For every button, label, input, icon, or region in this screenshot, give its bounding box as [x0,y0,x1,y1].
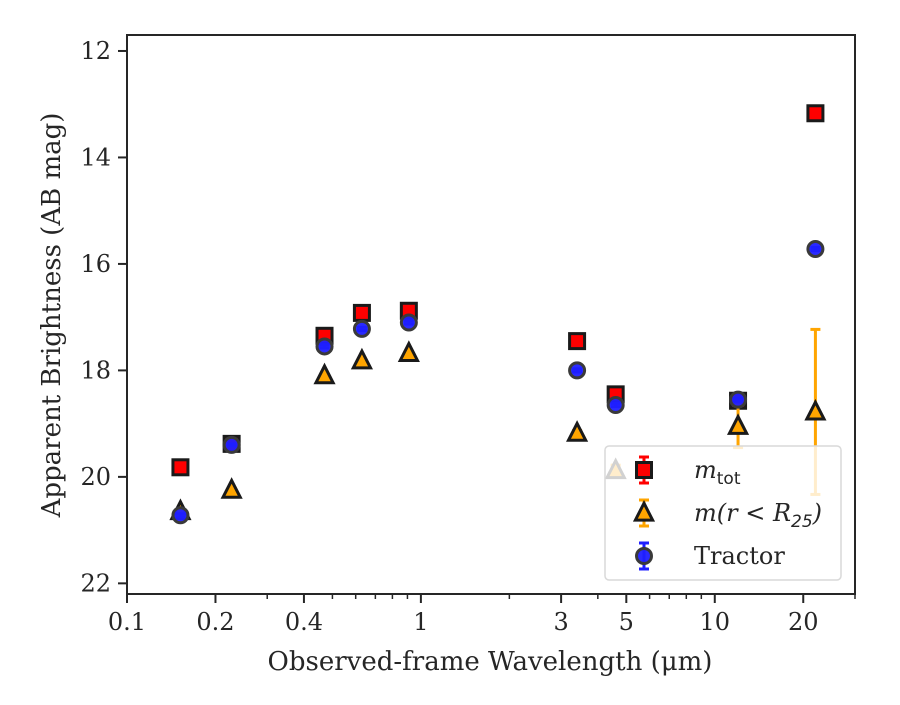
circle-marker [352,319,371,338]
data-point [313,362,336,385]
y-axis-label: Apparent Brightness (AB mag) [37,113,67,519]
x-tick-label: 0.2 [196,608,234,636]
circle-marker [222,435,241,454]
data-point [806,104,825,123]
legend-entry: mtot [635,455,741,489]
legend-entry: m(r < R25) [632,498,822,532]
data-point [222,435,241,454]
y-tick-label: 22 [80,569,111,597]
x-tick-label: 5 [619,608,634,636]
triangle-marker [566,420,589,442]
data-point [806,240,825,259]
legend-label: Tractor [694,542,785,570]
x-tick-label: 0.1 [108,608,146,636]
circle-marker [399,313,418,332]
data-point [352,303,371,322]
data-point [729,390,748,409]
y-tick-label: 16 [80,250,111,278]
legend-box [604,445,842,581]
circle-marker [806,240,825,259]
y-tick-label: 14 [80,143,111,171]
circle-marker [729,390,748,409]
triangle-marker [804,398,827,421]
data-point [171,458,190,477]
legend-label: mtot [694,456,741,489]
data-point [568,332,587,351]
legend-entry: Tractor [635,541,785,571]
square-marker [352,303,371,322]
legend: mtot m(r < R25) Tractor [604,445,842,581]
square-marker [806,104,825,123]
square-marker [171,458,190,477]
data-point [220,477,243,499]
triangle-marker [220,477,243,499]
y-tick-label: 20 [80,463,111,491]
data-point [568,361,587,380]
square-marker [568,332,587,351]
circle-marker [606,396,625,415]
triangle-marker [313,362,336,385]
x-tick-label: 1 [413,608,428,636]
triangle-marker [726,413,750,435]
circle-marker [635,547,653,565]
x-tick-label: 20 [788,608,819,636]
data-point [726,403,750,450]
data-point [397,340,420,362]
x-tick-label: 0.4 [285,608,323,636]
series-square [171,104,825,477]
circle-marker [315,337,334,356]
data-point [566,420,589,442]
x-axis-label: Observed-frame Wavelength (μm) [268,647,713,677]
triangle-marker [350,347,373,370]
triangle-marker [397,340,420,362]
circle-marker [171,506,190,525]
data-point [350,347,373,370]
data-point [606,396,625,415]
series-circle [171,240,825,525]
y-tick-label: 12 [80,37,111,65]
square-marker [635,461,653,479]
triangle-marker [632,499,656,522]
data-point [352,319,371,338]
y-tick-label: 18 [80,356,111,384]
x-tick-label: 3 [553,608,568,636]
data-point [315,337,334,356]
plot-axes: 0.1 0.2 0.4 1 3 5 10 20 12 14 16 18 20 22 [80,34,856,636]
plot-frame [126,34,856,595]
data-point [171,506,190,525]
legend-label: m(r < R25) [694,499,822,532]
data-point [399,313,418,332]
circle-marker [568,361,587,380]
x-tick-label: 10 [700,608,731,636]
